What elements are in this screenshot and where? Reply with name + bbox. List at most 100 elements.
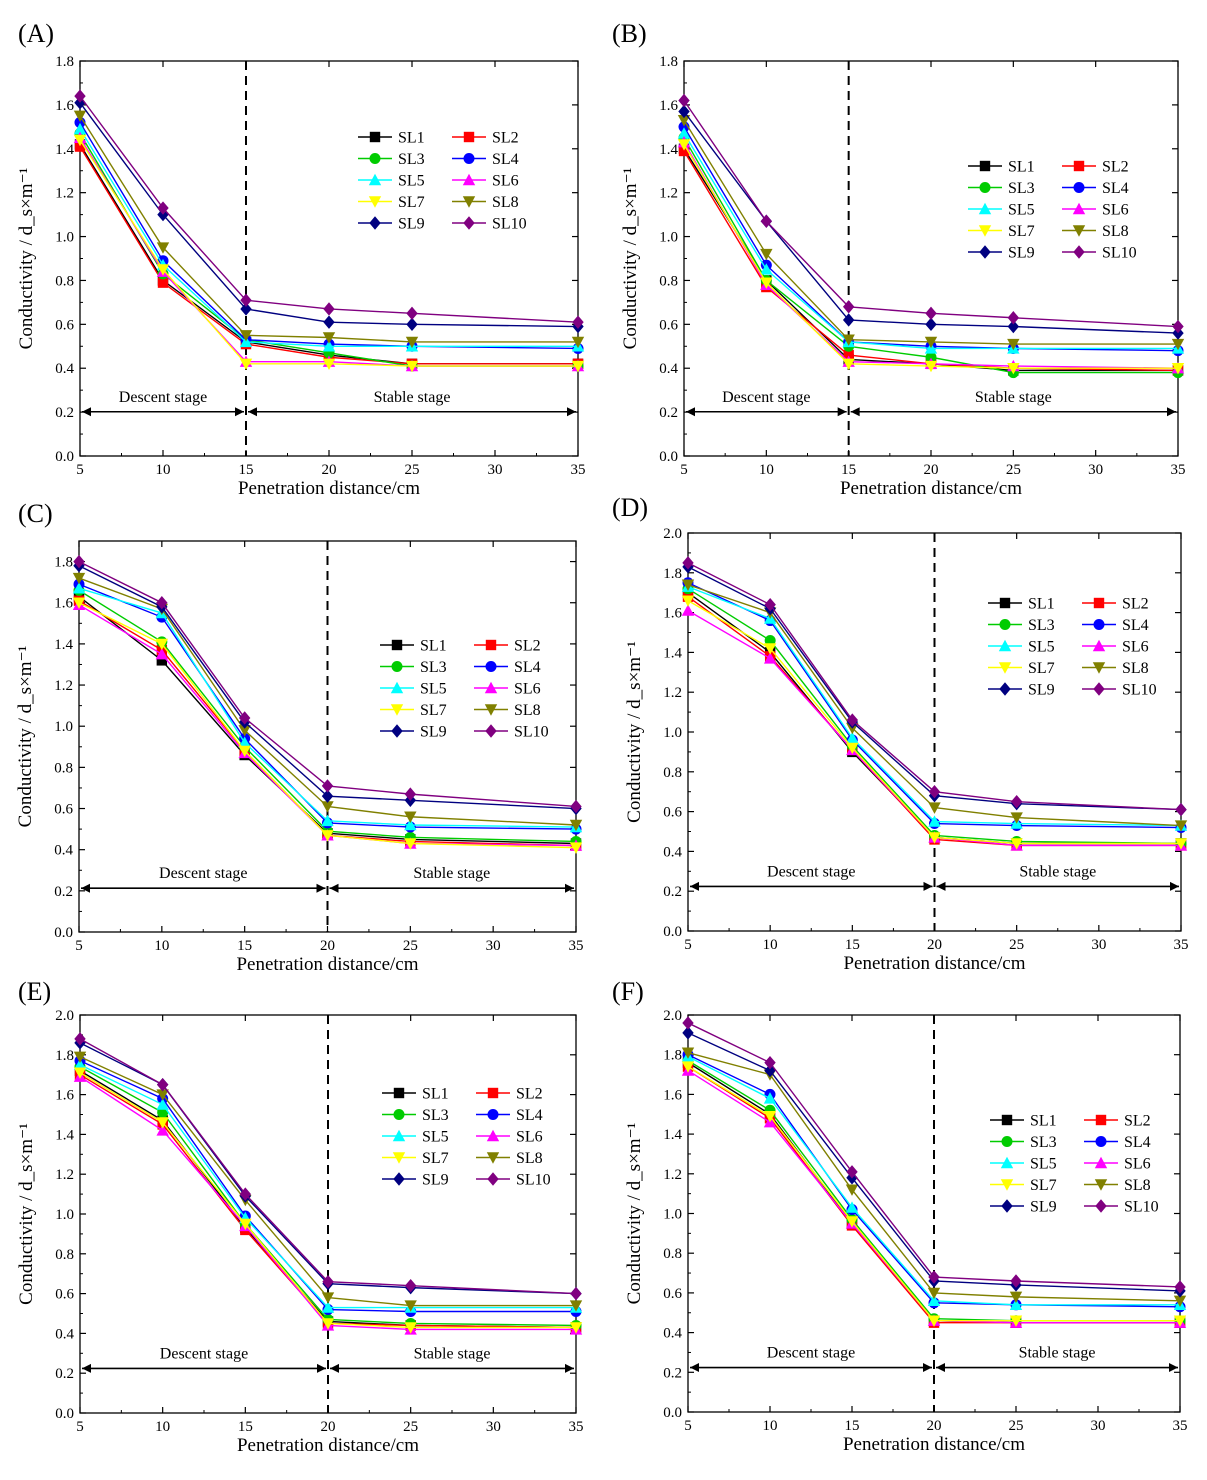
data-point-sl8: [1171, 338, 1185, 351]
series-line-sl6: [79, 1076, 576, 1331]
y-tick-label: 0.6: [54, 802, 73, 818]
data-point-sl7: [763, 1111, 777, 1123]
x-tick-label: 20: [924, 462, 939, 478]
legend-marker: [1073, 182, 1085, 193]
data-point-sl2: [678, 145, 690, 157]
data-point-sl10: [322, 1274, 334, 1289]
data-point-sl6: [681, 604, 695, 616]
arrow-head: [1167, 407, 1176, 417]
panel-label: (B): [612, 19, 647, 48]
y-tick-label: 1.4: [54, 637, 73, 653]
series-line-sl9: [687, 1032, 1181, 1292]
data-point-sl10: [404, 787, 417, 801]
data-point-sl8: [924, 336, 938, 349]
data-point-sl10: [570, 1286, 582, 1301]
x-tick-label: 20: [322, 462, 337, 478]
y-tick-label: 0.4: [659, 361, 678, 377]
x-tick-label: 15: [841, 462, 856, 478]
series-line-sl8: [79, 115, 578, 343]
legend-label: SL9: [420, 724, 447, 741]
data-point-sl3: [764, 634, 776, 646]
legend-marker: [1000, 1179, 1014, 1191]
y-tick-label: 0.4: [55, 1326, 74, 1342]
legend-marker: [1072, 225, 1086, 237]
legend-marker: [979, 182, 991, 193]
legend-label: SL2: [516, 1086, 543, 1103]
y-tick-label: 0.4: [55, 361, 74, 377]
legend-label: SL10: [492, 216, 527, 233]
data-point-sl5: [73, 122, 87, 135]
data-point-sl7: [321, 830, 334, 842]
data-point-sl5: [321, 814, 334, 827]
panel-label: (C): [18, 499, 53, 528]
legend-label: SL7: [422, 1150, 449, 1167]
y-tick-label: 1.4: [55, 1127, 74, 1143]
data-point-sl8: [681, 1047, 695, 1059]
legend-marker: [368, 173, 382, 186]
x-axis-label: Penetration distance/cm: [237, 1435, 419, 1456]
y-tick-label: 1.8: [663, 1048, 682, 1064]
legend-label: SL7: [1008, 223, 1035, 240]
legend-marker: [391, 639, 403, 651]
stable-stage-label: Stable stage: [975, 389, 1052, 406]
x-tick-label: 15: [237, 938, 252, 954]
data-point-sl7: [239, 358, 253, 371]
x-axis-label: Penetration distance/cm: [843, 953, 1025, 974]
legend-marker: [1094, 1179, 1108, 1191]
x-tick-label: 25: [403, 938, 418, 954]
legend-label: SL3: [1030, 1134, 1057, 1151]
arrow-head: [686, 407, 695, 417]
arrow-head: [330, 1363, 339, 1373]
y-tick-label: 0.0: [55, 449, 74, 465]
legend-label: SL1: [1028, 596, 1055, 613]
data-point-sl6: [156, 1124, 169, 1136]
legend-label: SL10: [1102, 245, 1137, 262]
legend-label: SL3: [420, 659, 447, 676]
data-point-sl9: [321, 789, 334, 803]
data-point-sl3: [157, 1107, 169, 1119]
data-point-sl7: [155, 638, 169, 651]
data-point-sl10: [764, 1055, 776, 1070]
panel-label: (D): [612, 493, 648, 522]
y-tick-label: 1.2: [663, 685, 682, 701]
data-point-sl8: [405, 336, 419, 349]
legend: SL1 SL2 SL3 SL4 SL5 SL6 SL7 SL8 SL9 SL10: [968, 159, 1137, 262]
legend-marker: [390, 704, 404, 716]
legend-marker: [487, 1087, 499, 1099]
y-tick-label: 1.0: [663, 725, 682, 741]
stable-stage-label: Stable stage: [413, 865, 490, 882]
legend-label: SL5: [1028, 639, 1055, 656]
legend-marker: [1094, 1156, 1108, 1169]
data-point-sl5: [677, 127, 691, 139]
data-point-sl9: [1007, 319, 1020, 334]
x-tick-label: 35: [1171, 462, 1186, 478]
data-point-sl7: [1173, 1315, 1187, 1327]
data-point-sl10: [239, 1187, 252, 1201]
legend: SL1 SL2 SL3 SL4 SL5 SL6 SL7 SL8 SL9 SL10: [990, 1113, 1159, 1216]
x-axis-label: Penetration distance/cm: [238, 478, 420, 499]
series-line-sl9: [687, 566, 1182, 811]
legend-marker: [487, 1172, 499, 1186]
series-line-sl5: [79, 128, 578, 347]
series-line-sl8: [683, 119, 1178, 345]
y-tick-label: 0.0: [659, 449, 678, 465]
arrow-head: [923, 1363, 932, 1373]
data-point-sl10: [846, 1165, 858, 1179]
legend-marker: [1000, 1156, 1014, 1169]
data-point-sl5: [73, 1058, 87, 1070]
y-tick-label: 0.8: [663, 765, 682, 781]
descent-stage-label: Descent stage: [767, 1345, 855, 1362]
y-tick-label: 0.6: [659, 317, 678, 333]
series-line-sl3: [79, 1066, 577, 1327]
descent-stage-label: Descent stage: [722, 389, 810, 406]
panel-label: (E): [18, 977, 51, 1006]
y-tick-label: 1.6: [54, 596, 73, 612]
legend-marker: [485, 639, 497, 651]
data-point-sl8: [842, 334, 855, 346]
legend-marker: [462, 196, 476, 208]
x-tick-label: 25: [1009, 937, 1024, 953]
data-point-sl10: [682, 1016, 694, 1030]
legend-marker: [392, 1152, 406, 1164]
data-point-sl8: [571, 336, 585, 349]
data-point-sl2: [74, 141, 86, 152]
